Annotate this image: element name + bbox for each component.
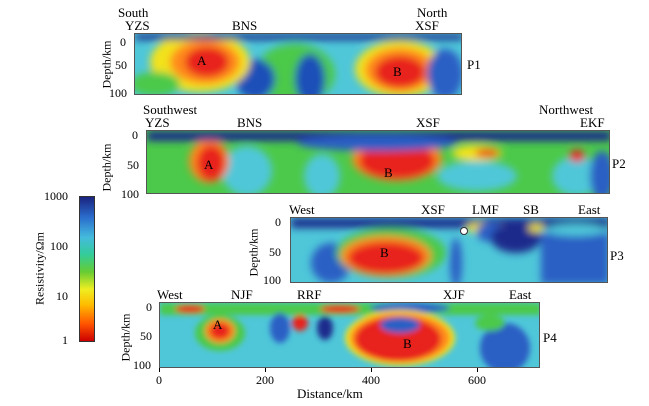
colorbar-tick: 1 xyxy=(62,333,68,347)
p1-right-region-label: North xyxy=(417,5,448,20)
p2-left-fault-label: YZS xyxy=(145,115,170,130)
p2-anomaly-a-label: A xyxy=(204,157,214,172)
p2-left-region-label: Southwest xyxy=(143,102,198,117)
p3-left-region-label: West xyxy=(289,202,315,217)
colorbar xyxy=(79,196,95,342)
p2-profile-name: P2 xyxy=(612,156,626,171)
p1-left-region-label: South xyxy=(118,5,149,20)
p1-resistivity-section xyxy=(134,33,462,95)
p3-depth-tick: 100 xyxy=(263,273,281,287)
p3-fault-xsf-label: XSF xyxy=(421,202,445,217)
p3-fault-lmf-label: LMF xyxy=(472,202,499,217)
p2-anomaly-b-label: B xyxy=(384,165,393,180)
p2-fault-bns-label: BNS xyxy=(237,115,263,130)
x-tick-label: 400 xyxy=(362,373,380,387)
x-tick-label: 200 xyxy=(256,373,274,387)
p2-right-fault-label: EKF xyxy=(580,115,605,130)
p4-anomaly-b-label: B xyxy=(403,336,412,351)
p4-right-region-label: East xyxy=(509,287,532,302)
x-tick-label: 600 xyxy=(468,373,486,387)
x-tick-mark xyxy=(159,368,160,372)
p2-depth-tick: 0 xyxy=(132,128,138,142)
p2-right-region-label: Northwest xyxy=(539,102,594,117)
p1-left-fault-label: YZS xyxy=(125,18,150,33)
p2-fault-xsf-label: XSF xyxy=(416,115,440,130)
x-tick-mark xyxy=(371,368,372,372)
p4-profile-name: P4 xyxy=(543,330,557,345)
p2-depth-tick: 100 xyxy=(121,187,139,201)
p4-left-region-label: West xyxy=(157,287,183,302)
x-tick-mark xyxy=(477,368,478,372)
x-tick-mark xyxy=(265,368,266,372)
p3-profile-name: P3 xyxy=(610,248,624,263)
p3-depth-tick: 50 xyxy=(269,245,281,259)
x-tick-label: 0 xyxy=(156,373,162,387)
p1-fault-bns-label: BNS xyxy=(232,18,258,33)
p1-profile-name: P1 xyxy=(467,57,481,72)
p2-depth-axis-label: Depth/km xyxy=(99,143,114,192)
p1-depth-tick: 100 xyxy=(109,86,127,100)
p4-depth-axis-label: Depth/km xyxy=(118,313,133,362)
p3-resistivity-section xyxy=(290,217,608,283)
p1-depth-axis-label: Depth/km xyxy=(99,40,114,89)
p4-depth-tick: 50 xyxy=(140,329,152,343)
p3-depth-axis-label: Depth/km xyxy=(246,228,261,277)
p1-anomaly-b-label: B xyxy=(393,64,402,79)
p1-depth-tick: 50 xyxy=(115,58,127,72)
p4-fault-njf-label: NJF xyxy=(231,287,253,302)
x-axis-label: Distance/km xyxy=(297,386,363,401)
p4-anomaly-a-label: A xyxy=(213,317,223,332)
p4-depth-tick: 100 xyxy=(133,358,151,372)
p4-resistivity-section xyxy=(159,302,540,368)
colorbar-label: Resistivity/Ωm xyxy=(32,232,47,305)
p3-depth-tick: 0 xyxy=(275,215,281,229)
p3-fault-sb-label: SB xyxy=(523,202,539,217)
p3-anomaly-b-label: B xyxy=(380,245,389,260)
colorbar-tick: 1000 xyxy=(44,189,68,203)
p4-fault-rrf-label: RRF xyxy=(297,287,322,302)
colorbar-tick: 10 xyxy=(56,289,68,303)
p1-right-fault-label: XSF xyxy=(415,18,439,33)
p1-anomaly-a-label: A xyxy=(197,53,207,68)
p4-depth-tick: 0 xyxy=(146,300,152,314)
p4-fault-xjf-label: XJF xyxy=(443,287,465,302)
p3-right-region-label: East xyxy=(578,202,601,217)
p2-resistivity-section xyxy=(146,130,610,194)
colorbar-tick: 100 xyxy=(50,239,68,253)
p1-depth-tick: 0 xyxy=(120,35,126,49)
p2-depth-tick: 50 xyxy=(127,158,139,172)
